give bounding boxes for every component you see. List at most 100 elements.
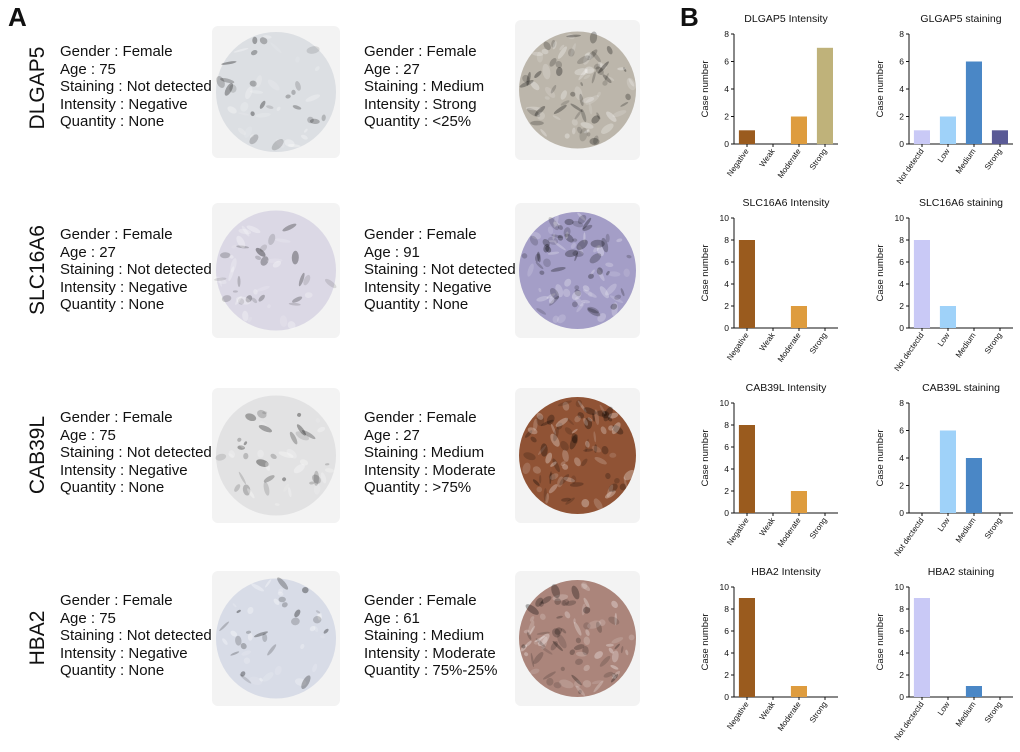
chart-y-tick-label: 8: [724, 604, 729, 614]
chart-y-tick-label: 10: [720, 398, 730, 408]
chart-x-tick-label: Not dectectd: [892, 331, 925, 373]
chart-y-tick-label: 4: [724, 464, 729, 474]
sample-age: Age : 75: [60, 426, 116, 444]
chart-bar: [790, 686, 807, 697]
chart-x-tick-label: Low: [936, 516, 952, 533]
chart-y-tick-label: 4: [724, 648, 729, 658]
tissue-core-image: [515, 388, 640, 523]
chart-bar: [738, 240, 755, 328]
chart-y-tick-label: 8: [724, 29, 729, 39]
chart-x-tick-label: Low: [936, 147, 952, 164]
sample-info: Gender : Female Age : 61 Staining : Medium…: [364, 592, 497, 680]
chart-x-tick-label: Medium: [954, 147, 978, 176]
chart-bar: [965, 686, 982, 697]
bar-chart: CAB39L Intensity Case number 0 2 4 6 8 10 Negati…: [690, 377, 850, 557]
chart-y-tick-label: 0: [899, 323, 904, 333]
bar-chart: DLGAP5 Intensity Case number 0 2 4 6 8 Negative…: [690, 8, 850, 188]
sample-quantity: Quantity : None: [60, 662, 165, 679]
chart-y-tick-label: 10: [720, 213, 730, 223]
sample-intensity: Intensity : Negative: [364, 278, 492, 296]
panel-label-a: A: [8, 2, 27, 32]
sample-age: Age : 61: [364, 609, 420, 627]
chart-y-axis-label: Case number: [700, 613, 711, 670]
chart-y-tick-label: 2: [724, 486, 729, 496]
sample-intensity: Intensity : Negative: [60, 644, 188, 662]
chart-y-tick-label: 6: [899, 257, 904, 267]
tissue-core-shape: [216, 578, 336, 699]
sample-age: Age : 91: [364, 243, 420, 261]
chart-svg: GLGAP5 staining Case number 0 2 4 6 8 Not detec…: [875, 13, 1013, 186]
tissue-core-shape: [519, 212, 636, 329]
tissue-core-image: [515, 20, 640, 160]
tissue-core-shape: [216, 210, 336, 331]
chart-x-tick-label: Medium: [954, 331, 978, 360]
sample-staining: Staining : Not detected: [60, 261, 212, 278]
sample-intensity: Intensity : Moderate: [364, 461, 496, 479]
chart-x-tick-label: Not dectectd: [892, 700, 925, 742]
sample-quantity: Quantity : 75%-25%: [364, 662, 498, 679]
sample-intensity: Intensity : Negative: [60, 461, 188, 479]
chart-x-tick-label: Strong: [983, 516, 1004, 540]
chart-y-tick-label: 6: [899, 426, 904, 436]
gene-label-text: CAB39L: [26, 415, 49, 495]
bar-chart: HBA2 Intensity Case number 0 2 4 6 8 10 Negative…: [690, 561, 850, 741]
sample-staining: Staining : Medium: [364, 444, 485, 461]
tissue-core-image: [515, 203, 640, 338]
chart-y-tick-label: 8: [899, 235, 904, 245]
tissue-core-image: [515, 571, 640, 706]
chart-svg: CAB39L Intensity Case number 0 2 4 6 8 10 Negati…: [700, 382, 838, 549]
sample-info: Gender : Female Age : 75 Staining : Not de…: [60, 409, 212, 497]
tissue-core-image: [212, 388, 340, 523]
chart-x-tick-label: Negative: [725, 700, 751, 731]
chart-x-tick-label: Negative: [725, 516, 751, 547]
chart-svg: SLC16A6 Intensity Case number 0 2 4 6 8 10 Negat…: [700, 197, 838, 364]
tissue-core-shape: [519, 397, 636, 514]
chart-svg: DLGAP5 Intensity Case number 0 2 4 6 8 Negative…: [700, 13, 838, 180]
chart-y-axis-label: Case number: [875, 429, 886, 486]
sample-quantity: Quantity : <25%: [364, 113, 472, 130]
sample-intensity: Intensity : Negative: [60, 95, 188, 113]
chart-y-tick-label: 0: [724, 139, 729, 149]
chart-x-tick-label: Low: [936, 331, 952, 348]
chart-x-tick-label: Moderate: [776, 516, 803, 549]
chart-y-axis-label: Case number: [700, 429, 711, 486]
chart-y-tick-label: 4: [724, 84, 729, 94]
chart-y-tick-label: 6: [724, 257, 729, 267]
sample-age: Age : 75: [60, 609, 116, 627]
chart-x-tick-label: Negative: [725, 147, 751, 178]
chart-x-tick-label: Strong: [808, 331, 829, 355]
chart-bar: [738, 598, 755, 697]
chart-x-tick-label: Not detectd: [895, 147, 926, 186]
chart-y-tick-label: 8: [724, 235, 729, 245]
sample-intensity: Intensity : Strong: [364, 95, 477, 113]
sample-gender: Gender : Female: [60, 409, 173, 426]
chart-x-tick-label: Weak: [758, 330, 778, 353]
chart-x-tick-label: Weak: [758, 515, 778, 538]
panel-label-b: B: [680, 2, 699, 32]
chart-title: GLGAP5 staining: [920, 13, 1001, 25]
chart-bar: [790, 491, 807, 513]
gene-label-text: DLGAP5: [26, 46, 49, 130]
chart-x-tick-label: Strong: [808, 147, 829, 171]
sample-info: Gender : Female Age : 75 Staining : Not de…: [60, 43, 212, 131]
chart-y-tick-label: 8: [724, 420, 729, 430]
chart-title: HBA2 Intensity: [751, 566, 821, 578]
sample-info: Gender : Female Age : 27 Staining : Not de…: [60, 226, 212, 314]
chart-x-tick-label: Medium: [954, 700, 978, 729]
chart-bar: [991, 130, 1008, 145]
chart-y-tick-label: 4: [899, 84, 904, 94]
bar-chart: HBA2 staining Case number 0 2 4 6 8 10 Not decte…: [865, 561, 1020, 742]
chart-svg: SLC16A6 staining Case number 0 2 4 6 8 10 Not de…: [875, 197, 1013, 373]
chart-y-tick-label: 6: [899, 626, 904, 636]
chart-y-tick-label: 8: [899, 398, 904, 408]
chart-y-tick-label: 0: [899, 139, 904, 149]
chart-y-tick-label: 0: [724, 508, 729, 518]
chart-bar: [816, 47, 833, 145]
chart-y-tick-label: 2: [899, 670, 904, 680]
sample-info: Gender : Female Age : 27 Staining : Medium…: [364, 43, 484, 131]
gene-label-text: HBA2: [26, 610, 49, 666]
chart-title: CAB39L Intensity: [746, 382, 827, 394]
chart-bar: [738, 130, 755, 145]
chart-svg: HBA2 staining Case number 0 2 4 6 8 10 Not decte…: [875, 566, 1013, 742]
sample-intensity: Intensity : Moderate: [364, 644, 496, 662]
